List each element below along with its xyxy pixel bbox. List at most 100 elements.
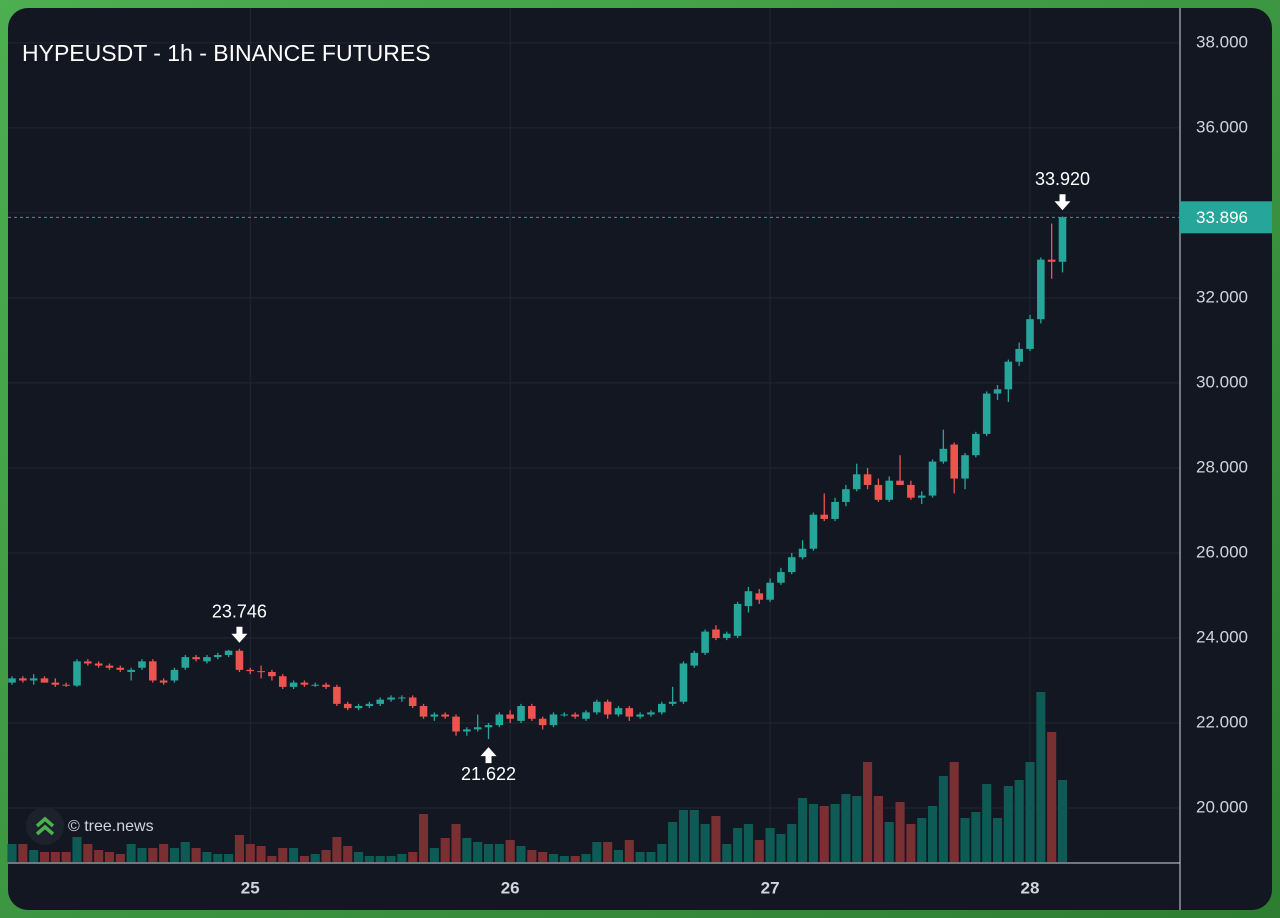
candle-body <box>614 708 623 715</box>
volume-bar <box>559 856 569 862</box>
arrow-up <box>480 747 497 764</box>
volume-bar <box>635 852 645 862</box>
candle-body <box>289 682 298 687</box>
volume-bar <box>462 838 472 862</box>
candle-body <box>278 676 287 687</box>
y-tick-label: 38.000 <box>1196 32 1248 51</box>
volume-bar <box>224 854 234 862</box>
candle-body <box>40 678 49 683</box>
candle-body <box>203 657 211 662</box>
candle-body <box>484 725 493 728</box>
volume-bar <box>494 844 504 862</box>
candle-body <box>517 705 525 721</box>
candle-body <box>961 455 969 479</box>
volume-bar <box>960 818 970 862</box>
volume-bar <box>245 844 255 862</box>
candle-body <box>787 557 796 573</box>
candle-body <box>603 701 612 715</box>
candle-body <box>343 703 352 709</box>
candle-body <box>538 718 547 726</box>
x-tick-label: 27 <box>761 878 780 897</box>
candle-body <box>1037 259 1045 320</box>
candle-body <box>820 514 829 519</box>
x-tick-label: 25 <box>241 878 260 897</box>
volume-bar <box>83 844 93 862</box>
candle-body <box>495 714 504 726</box>
last-price-label: 33.896 <box>1196 208 1248 227</box>
candle-body <box>333 686 341 704</box>
candle-body <box>311 684 320 686</box>
volume-bar <box>375 856 385 862</box>
volume-bar <box>668 822 678 862</box>
volume-bar <box>722 844 732 862</box>
candle-body <box>712 629 720 638</box>
candle-body <box>885 480 894 500</box>
volume-bar <box>451 824 461 862</box>
y-tick-label: 36.000 <box>1196 117 1248 136</box>
low-label: 21.622 <box>461 764 516 784</box>
candle-body <box>809 514 818 549</box>
volume-bar <box>191 848 201 862</box>
panel <box>8 8 1272 910</box>
candle-body <box>907 484 915 498</box>
high-label: 33.920 <box>1035 169 1090 189</box>
volume-bar <box>884 822 894 862</box>
volume-bar <box>408 852 418 862</box>
volume-bar <box>267 856 277 862</box>
candle-body <box>116 667 125 670</box>
volume-bar <box>548 854 559 862</box>
candle-body <box>408 697 417 706</box>
y-tick-label: 20.000 <box>1196 797 1248 816</box>
volume-bar <box>7 844 17 862</box>
candle-body <box>798 548 807 558</box>
candle-body <box>625 708 634 717</box>
volume-bar <box>733 828 743 862</box>
volume-bar <box>819 806 829 862</box>
candle-body <box>51 682 60 685</box>
volume-bar <box>1014 780 1024 862</box>
volume-bar <box>873 796 883 862</box>
candle-body <box>506 714 514 719</box>
volume-bar <box>50 852 60 862</box>
candle-body <box>354 705 363 709</box>
y-tick-label: 26.000 <box>1196 542 1248 561</box>
volume-bar <box>581 854 591 862</box>
volume-bar <box>94 850 104 862</box>
volume-bar <box>798 798 808 862</box>
y-tick-label: 32.000 <box>1196 287 1248 306</box>
candle-body <box>972 433 980 456</box>
candle-body <box>419 705 428 717</box>
volume-bar <box>234 835 244 862</box>
volume-bar <box>180 842 190 862</box>
candle-body <box>755 593 764 600</box>
candle-body <box>658 703 666 713</box>
candle-body <box>19 678 27 681</box>
volume-bar <box>808 804 818 862</box>
candle-body <box>701 631 709 653</box>
candle-body <box>300 682 309 685</box>
candle-body <box>430 714 439 717</box>
volume-bar <box>1057 780 1068 862</box>
candle-body <box>376 699 385 704</box>
candle-body <box>582 712 590 719</box>
candle-body <box>1058 217 1067 262</box>
volume-bar <box>29 850 39 862</box>
candle-body <box>192 657 200 660</box>
candle-body <box>387 697 395 700</box>
volume-bar <box>1047 732 1057 862</box>
volume-bar <box>104 852 115 862</box>
candle-body <box>8 678 16 683</box>
volume-bar <box>787 824 797 862</box>
volume-bar <box>332 837 342 862</box>
candle-body <box>268 671 276 677</box>
candle-body <box>831 501 839 519</box>
volume-bar <box>213 854 223 862</box>
candle-body <box>105 665 114 668</box>
watermark: © tree.news <box>68 818 154 835</box>
volume-bar <box>321 850 331 862</box>
volume-bar <box>256 846 266 862</box>
candle-body <box>863 474 872 485</box>
candle-body <box>874 484 883 500</box>
